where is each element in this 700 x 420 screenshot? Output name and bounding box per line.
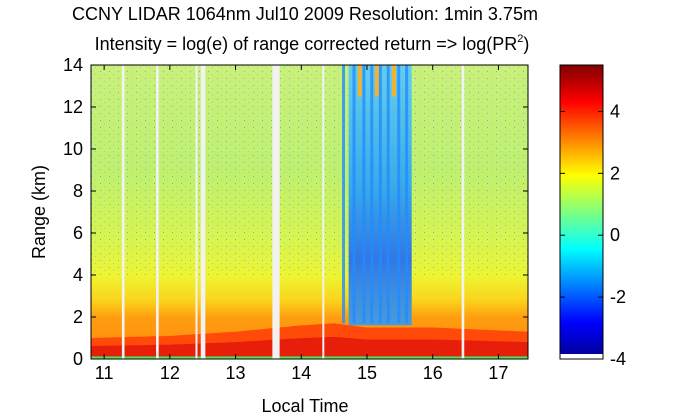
x-tick-label: 16: [423, 363, 443, 383]
attenuation-streak: [386, 65, 390, 324]
y-tick-label: 4: [73, 265, 83, 285]
subtitle-closing: ): [523, 34, 529, 54]
plot-frame: [90, 64, 529, 360]
colorbar-tick-label: 0: [610, 225, 620, 245]
colorbar-frame: [559, 64, 604, 360]
data-gap-column: [322, 65, 325, 359]
colorbar-tick-label: -4: [610, 349, 626, 369]
data-gap-column: [195, 65, 198, 359]
attenuation-streak: [378, 65, 382, 324]
cloud-edge-streak: [374, 65, 379, 97]
data-gap-column: [156, 65, 159, 359]
x-tick-label: 14: [291, 363, 311, 383]
heatmap-noise-texture: [91, 65, 528, 275]
x-axis: 11 12 13 14 15 16 17: [95, 65, 508, 383]
y-tick-label: 14: [63, 55, 83, 75]
attenuation-streak: [405, 65, 409, 324]
subtitle-main: Intensity = log(e) of range corrected re…: [95, 34, 518, 54]
colorbar-tick-label: -2: [610, 287, 626, 307]
attenuation-streak: [397, 65, 401, 324]
colorbar-lowest-band: [560, 354, 603, 359]
colorbar-tick-label: 2: [610, 163, 620, 183]
colorbar: [560, 65, 603, 359]
chart-title: CCNY LIDAR 1064nm Jul10 2009 Resolution:…: [72, 4, 538, 24]
x-tick-label: 11: [95, 363, 114, 383]
x-tick-label: 17: [488, 363, 508, 383]
attenuation-streak: [352, 65, 356, 324]
x-tick-label: 15: [357, 363, 377, 383]
x-axis-label: Local Time: [261, 396, 348, 416]
colorbar-axis: -4 -2 0 2 4: [560, 101, 626, 369]
y-tick-label: 12: [63, 97, 83, 117]
cloud-edge-streak: [391, 65, 396, 97]
cloud-edge-streak: [357, 65, 362, 97]
subtitle-superscript: 2: [517, 33, 523, 45]
x-tick-label: 13: [226, 363, 246, 383]
heatmap-area: [91, 65, 528, 359]
data-gap-column: [121, 65, 125, 359]
data-gap-layer: [121, 65, 465, 359]
attenuation-streak: [362, 65, 366, 324]
attenuation-streak: [342, 65, 346, 324]
colorbar-tick-label: 4: [610, 101, 620, 121]
y-tick-label: 10: [63, 139, 83, 159]
boundary-layer-core: [91, 336, 528, 359]
data-gap-column: [461, 65, 465, 359]
heatmap-layer: [91, 65, 528, 359]
y-tick-label: 2: [73, 307, 83, 327]
y-tick-label: 0: [73, 349, 83, 369]
y-axis-label: Range (km): [29, 165, 49, 259]
near-ground-band: [91, 356, 528, 359]
attenuation-streak: [370, 65, 374, 324]
y-tick-label: 8: [73, 181, 83, 201]
x-tick-label: 12: [160, 363, 180, 383]
chart-subtitle: Intensity = log(e) of range corrected re…: [95, 33, 530, 54]
y-axis: 0 2 4 6 8 10 12 14: [63, 55, 528, 369]
data-gap-column: [200, 65, 206, 359]
data-gap-column: [272, 65, 280, 359]
y-tick-label: 6: [73, 223, 83, 243]
